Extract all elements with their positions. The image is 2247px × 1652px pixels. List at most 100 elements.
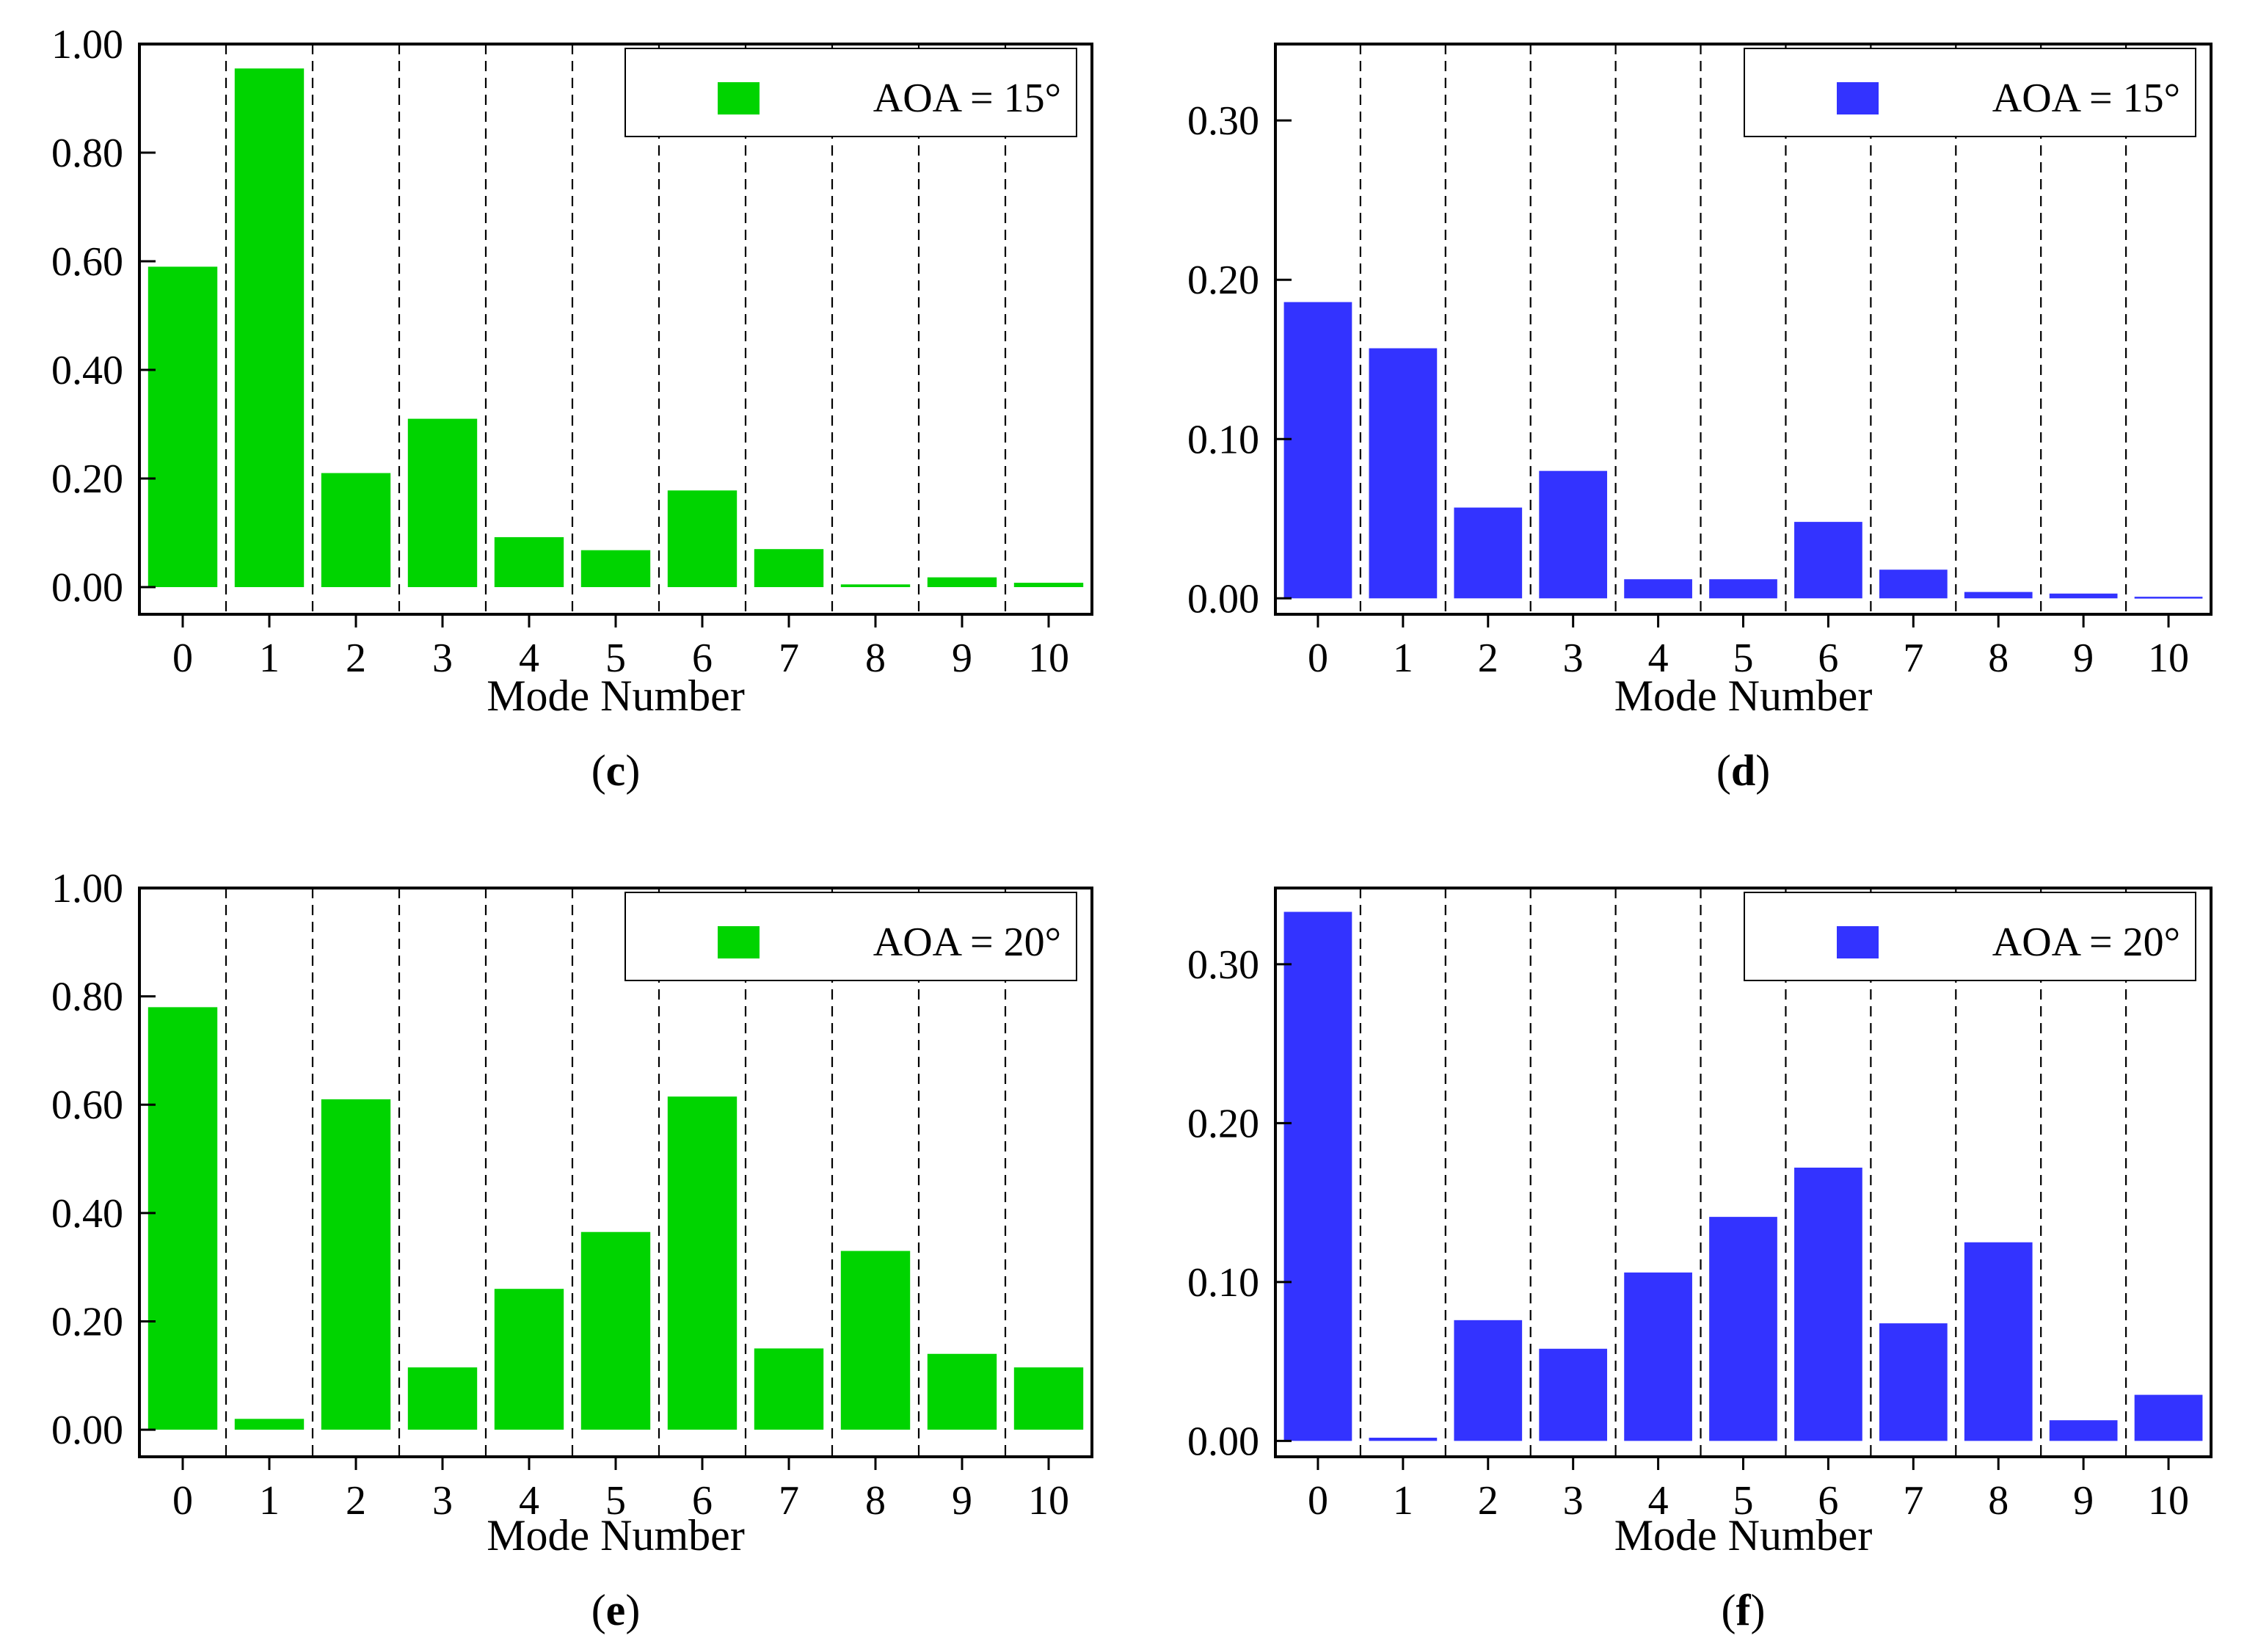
x-tick-label: 9 <box>952 636 972 681</box>
y-tick-label: 1.00 <box>51 22 123 68</box>
x-tick-label: 3 <box>1563 1478 1584 1524</box>
bar-mode-10 <box>1013 583 1084 587</box>
x-tick-label: 4 <box>1648 1478 1669 1524</box>
y-tick-label: 0.10 <box>1187 417 1259 462</box>
legend-label: AOA = 20° <box>1992 920 2180 965</box>
x-tick-label: 4 <box>1648 636 1669 681</box>
bar-mode-7 <box>1879 1323 1948 1441</box>
y-tick-label: 0.30 <box>1187 98 1259 144</box>
x-tick-label: 7 <box>1903 1478 1923 1524</box>
x-tick-label: 6 <box>1818 636 1838 681</box>
bar-mode-0 <box>1283 302 1352 599</box>
x-tick-label: 5 <box>605 636 626 681</box>
bar-mode-6 <box>1794 1168 1862 1441</box>
bar-mode-6 <box>667 1096 738 1430</box>
x-tick-label: 0 <box>172 636 193 681</box>
y-tick-label: 0.40 <box>51 1191 123 1237</box>
x-axis-title: Mode Number <box>1614 672 1873 720</box>
y-tick-label: 0.30 <box>1187 942 1259 988</box>
x-tick-label: 1 <box>1393 1478 1413 1524</box>
bar-mode-8 <box>840 1251 911 1430</box>
panel-c: 0.00 0.20 0.40 0.60 0.80 1.00 0 1 2 3 4 5 6 7 8 9 10 Mode… <box>51 22 1093 795</box>
x-tick-label: 4 <box>519 1478 539 1524</box>
y-tick-label: 0.20 <box>51 456 123 502</box>
x-tick-label: 5 <box>605 1478 626 1524</box>
x-axis-title: Mode Number <box>487 672 745 720</box>
legend-box <box>624 892 1077 981</box>
bar-mode-2 <box>1454 507 1523 599</box>
x-tick-label: 8 <box>1988 1478 2009 1524</box>
panel-label-letter: d <box>1731 746 1755 795</box>
bar-mode-2 <box>321 1099 391 1430</box>
bar-mode-9 <box>927 1353 997 1430</box>
x-tick-label: 1 <box>259 1478 280 1524</box>
legend-label: AOA = 15° <box>1992 76 2180 121</box>
x-tick-label: 7 <box>1903 636 1923 681</box>
x-tick-label: 3 <box>432 1478 453 1524</box>
bar-mode-7 <box>754 1348 824 1430</box>
bar-mode-9 <box>2049 1420 2118 1441</box>
bar-mode-3 <box>1539 1348 1608 1441</box>
legend-box <box>624 48 1077 137</box>
bar-mode-5 <box>580 1231 651 1430</box>
x-tick-label: 0 <box>172 1478 193 1524</box>
bar-mode-3 <box>407 418 478 587</box>
panel-d: 0.00 0.10 0.20 0.30 0 1 2 3 4 5 6 7 8 9 10 Mode Number A… <box>1187 43 2213 795</box>
panel-label: (f) <box>1722 1586 1766 1634</box>
y-tick-label: 0.80 <box>51 131 123 176</box>
bar-mode-4 <box>494 536 564 587</box>
y-tick-label: 1.00 <box>51 866 123 911</box>
legend-swatch <box>718 82 760 114</box>
legend-box <box>1744 48 2196 137</box>
x-axis-title: Mode Number <box>1614 1511 1873 1560</box>
legend-box <box>1744 892 2196 981</box>
x-tick-label: 6 <box>692 636 713 681</box>
bar-mode-3 <box>1539 470 1608 599</box>
x-tick-label: 10 <box>1028 636 1069 681</box>
y-tick-label: 0.80 <box>51 975 123 1020</box>
x-tick-label: 10 <box>2148 1478 2189 1524</box>
x-tick-label: 0 <box>1308 636 1328 681</box>
bar-mode-10 <box>2134 1394 2203 1441</box>
x-tick-label: 10 <box>1028 1478 1069 1524</box>
panel-e: 0.00 0.20 0.40 0.60 0.80 1.00 0 1 2 3 4 5 6 7 8 9 10 Mode… <box>51 866 1093 1634</box>
bar-mode-4 <box>1624 1272 1692 1441</box>
bar-mode-1 <box>234 1419 305 1430</box>
x-tick-label: 9 <box>952 1478 972 1524</box>
x-tick-label: 0 <box>1308 1478 1328 1524</box>
x-tick-label: 7 <box>779 636 799 681</box>
bar-mode-2 <box>1454 1320 1523 1441</box>
bar-mode-2 <box>321 473 391 587</box>
x-tick-label: 9 <box>2073 1478 2094 1524</box>
x-tick-label: 6 <box>1818 1478 1838 1524</box>
x-tick-label: 2 <box>346 636 366 681</box>
y-tick-label: 0.00 <box>51 1408 123 1453</box>
x-tick-label: 8 <box>865 1478 886 1524</box>
bar-mode-7 <box>754 549 824 587</box>
bar-mode-8 <box>840 584 911 587</box>
panel-label-letter: e <box>606 1586 626 1634</box>
bar-mode-0 <box>1283 911 1352 1441</box>
bar-mode-8 <box>1964 1242 2033 1441</box>
x-tick-label: 5 <box>1733 636 1754 681</box>
panel-label: (c) <box>591 746 641 795</box>
y-tick-label: 0.20 <box>1187 1101 1259 1146</box>
bar-mode-4 <box>494 1289 564 1430</box>
bar-mode-6 <box>667 490 738 587</box>
bar-mode-6 <box>1794 522 1862 599</box>
x-tick-label: 8 <box>865 636 886 681</box>
bar-mode-7 <box>1879 570 1948 599</box>
panel-label-letter: f <box>1736 1586 1752 1634</box>
bar-mode-4 <box>1624 579 1692 599</box>
legend-label: AOA = 15° <box>873 76 1061 121</box>
y-tick-label: 0.20 <box>1187 258 1259 303</box>
panel-f: 0.00 0.10 0.20 0.30 0 1 2 3 4 5 6 7 8 9 10 Mode Number A… <box>1187 887 2213 1634</box>
y-tick-label: 0.60 <box>51 1082 123 1128</box>
x-tick-label: 3 <box>1563 636 1584 681</box>
x-tick-label: 3 <box>432 636 453 681</box>
legend-swatch <box>718 926 760 958</box>
x-tick-label: 1 <box>1393 636 1413 681</box>
bar-mode-0 <box>148 1007 218 1430</box>
legend-swatch <box>1837 926 1879 958</box>
